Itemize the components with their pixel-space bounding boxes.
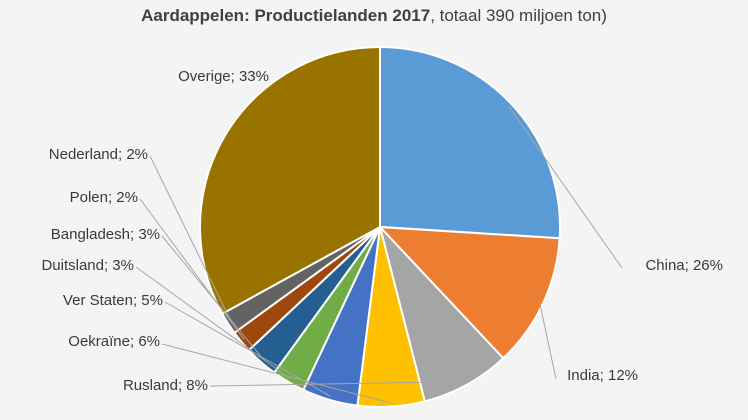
pie-slice-rusland <box>379 226 505 403</box>
slice-label-bangladesh: Bangladesh; 3% <box>51 226 160 243</box>
chart-title: Aardappelen: Productielanden 2017, totaa… <box>0 6 748 26</box>
leader-line-polen <box>139 198 245 340</box>
leader-line-ver-staten <box>164 301 332 397</box>
slice-label-nederland: Nederland; 2% <box>49 146 148 163</box>
slice-label-china: China; 26% <box>645 257 723 274</box>
chart-title-sub: , totaal 390 miljoen ton) <box>430 6 607 25</box>
slice-label-duitsland: Duitsland; 3% <box>41 257 134 274</box>
chart-title-main: Aardappelen: Productielanden 2017 <box>141 6 431 25</box>
slice-label-oekra-ne: Oekraïne; 6% <box>68 333 160 350</box>
leader-line-rusland <box>209 381 466 387</box>
slice-labels: China; 26% India; 12% Rusland; 8% Oekraïne;… <box>41 68 723 394</box>
slice-label-ver-staten: Ver Staten; 5% <box>63 292 163 309</box>
leader-lines <box>135 105 623 404</box>
leader-line-china <box>508 105 623 269</box>
slice-label-polen: Polen; 2% <box>70 189 138 206</box>
slice-label-rusland: Rusland; 8% <box>123 377 208 394</box>
leader-line-oekra-ne <box>161 343 392 404</box>
pie-slice-china <box>379 45 561 240</box>
slice-label-india: India; 12% <box>567 367 638 384</box>
pie-slice-india <box>377 225 561 360</box>
leader-line-duitsland <box>135 266 291 380</box>
slice-label-overige: Overige; 33% <box>178 68 269 85</box>
leader-line-india <box>539 301 557 380</box>
leader-line-nederland <box>149 155 232 322</box>
pie-slices <box>199 45 561 408</box>
